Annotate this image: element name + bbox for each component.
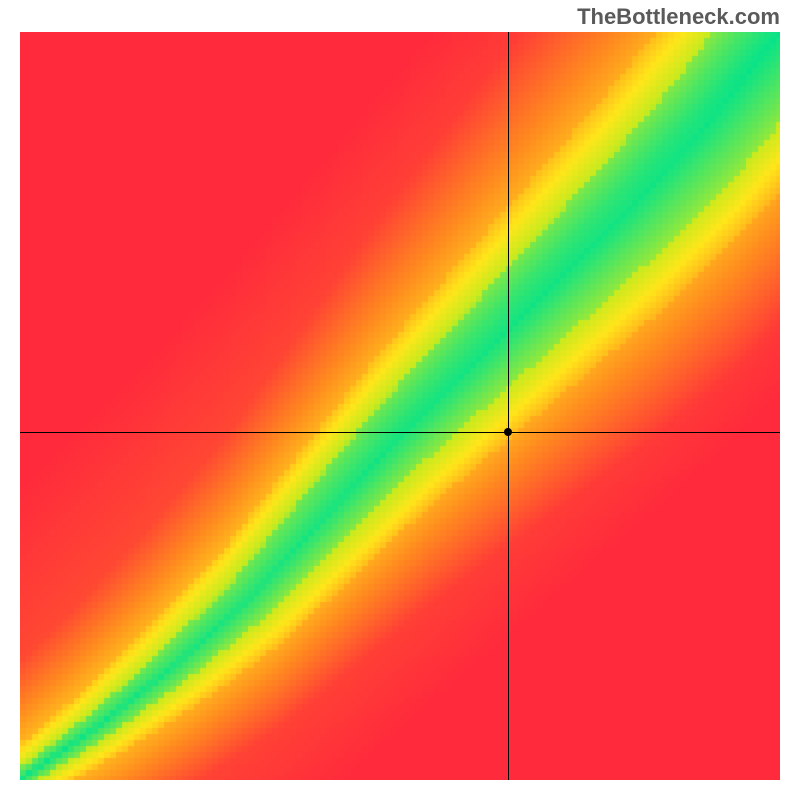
bottleneck-heatmap	[20, 32, 780, 780]
crosshair-vertical	[508, 32, 509, 780]
watermark-text: TheBottleneck.com	[577, 4, 780, 30]
chart-container: TheBottleneck.com	[0, 0, 800, 800]
crosshair-horizontal	[20, 432, 780, 433]
